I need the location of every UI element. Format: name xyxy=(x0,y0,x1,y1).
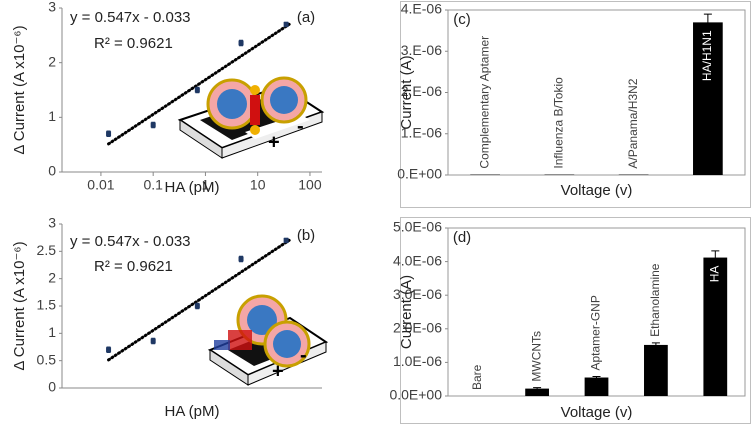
category-label: MWCNTs xyxy=(529,331,543,382)
x-tick-label: 10 xyxy=(250,177,266,193)
annotation: R² = 0.9621 xyxy=(94,35,173,52)
category-label: Aptamer-GNP xyxy=(589,295,603,370)
trendline xyxy=(107,238,291,362)
y-tick-label: 2.5 xyxy=(37,242,57,258)
data-point xyxy=(238,256,244,262)
x-axis-title: HA (pM) xyxy=(164,179,219,196)
y-tick-label: 3.0E-06 xyxy=(393,286,442,302)
y-axis-title: Current (A) xyxy=(398,55,415,129)
x-tick-label: 100 xyxy=(298,177,322,193)
trendline xyxy=(107,22,291,146)
data-point xyxy=(106,131,112,137)
y-tick-label: 0.5 xyxy=(37,351,57,367)
x-axis-title: Voltage (v) xyxy=(561,404,633,421)
bar xyxy=(703,257,728,396)
y-tick-label: 1 xyxy=(48,324,56,340)
category-label: Complementary Aptamer xyxy=(477,36,491,169)
y-tick-label: 1 xyxy=(48,108,56,124)
sensor-illustration xyxy=(207,294,329,386)
panel-label: (b) xyxy=(297,227,315,244)
x-tick-label: 0.01 xyxy=(87,177,114,193)
y-tick-label: 3 xyxy=(48,0,56,15)
y-tick-label: 3 xyxy=(48,215,56,231)
y-tick-label: 2 xyxy=(48,53,56,69)
y-tick-label: 1.5 xyxy=(37,297,57,313)
data-point xyxy=(194,87,200,93)
data-point xyxy=(238,40,244,46)
error-bar xyxy=(703,13,712,32)
bar xyxy=(693,22,723,175)
sensor-illustration xyxy=(177,76,325,159)
x-tick-label: 1 xyxy=(202,177,210,193)
category-label: HA xyxy=(707,266,721,283)
y-tick-label: 3.E-06 xyxy=(401,42,442,58)
category-label: A/Panama/H3N2 xyxy=(626,78,640,168)
data-point xyxy=(283,21,289,27)
error-bar xyxy=(533,387,542,391)
annotation: y = 0.547x - 0.033 xyxy=(70,9,191,26)
y-tick-label: 0.0E+00 xyxy=(389,387,442,403)
error-bar xyxy=(711,250,720,265)
y-tick-label: 1.E-06 xyxy=(401,124,442,140)
bar xyxy=(525,388,549,396)
y-tick-label: 2.E-06 xyxy=(401,83,442,99)
y-axis-title: Δ Current (A x10⁻⁶) xyxy=(11,25,28,154)
panel-label: (d) xyxy=(453,229,471,246)
y-tick-label: 2 xyxy=(48,269,56,285)
panel-frame xyxy=(400,217,751,424)
annotation: y = 0.547x - 0.033 xyxy=(70,233,191,250)
y-tick-label: 4.E-06 xyxy=(401,1,442,17)
y-tick-label: 0 xyxy=(48,163,56,179)
y-tick-label: 1.0E-06 xyxy=(393,353,442,369)
annotation: - xyxy=(300,344,307,366)
category-label: HA/H1N1 xyxy=(700,30,714,81)
y-tick-label: 0.E+00 xyxy=(397,166,442,182)
y-tick-label: 2.0E-06 xyxy=(393,320,442,336)
error-bar xyxy=(592,376,601,380)
annotation: + xyxy=(268,131,280,153)
category-label: Influenza B/Tokio xyxy=(552,77,566,169)
x-axis-title: HA (pM) xyxy=(164,403,219,420)
annotation: - xyxy=(297,115,304,137)
annotation: + xyxy=(272,360,284,382)
panel-frame xyxy=(400,1,751,208)
bar xyxy=(644,344,668,396)
panel-label: (a) xyxy=(297,9,315,26)
y-axis-title: Current (A) xyxy=(398,275,415,349)
y-axis-title: Δ Current (A x10⁻⁶) xyxy=(11,241,28,370)
bar xyxy=(584,377,609,396)
plot-frame xyxy=(447,9,746,176)
category-label: Ethanolamine xyxy=(648,263,662,337)
annotation: R² = 0.9621 xyxy=(94,258,173,275)
data-point xyxy=(150,338,156,344)
panel-label: (c) xyxy=(453,11,471,28)
y-tick-label: 4.0E-06 xyxy=(393,252,442,268)
y-tick-label: 5.0E-06 xyxy=(393,219,442,235)
data-point xyxy=(194,303,200,309)
category-label: Bare xyxy=(470,364,484,390)
x-tick-label: 0.1 xyxy=(143,177,163,193)
data-point xyxy=(106,347,112,353)
error-bar xyxy=(651,342,660,348)
data-point xyxy=(150,122,156,128)
data-point xyxy=(283,237,289,243)
y-tick-label: 0 xyxy=(48,379,56,395)
x-axis-title: Voltage (v) xyxy=(561,182,633,199)
